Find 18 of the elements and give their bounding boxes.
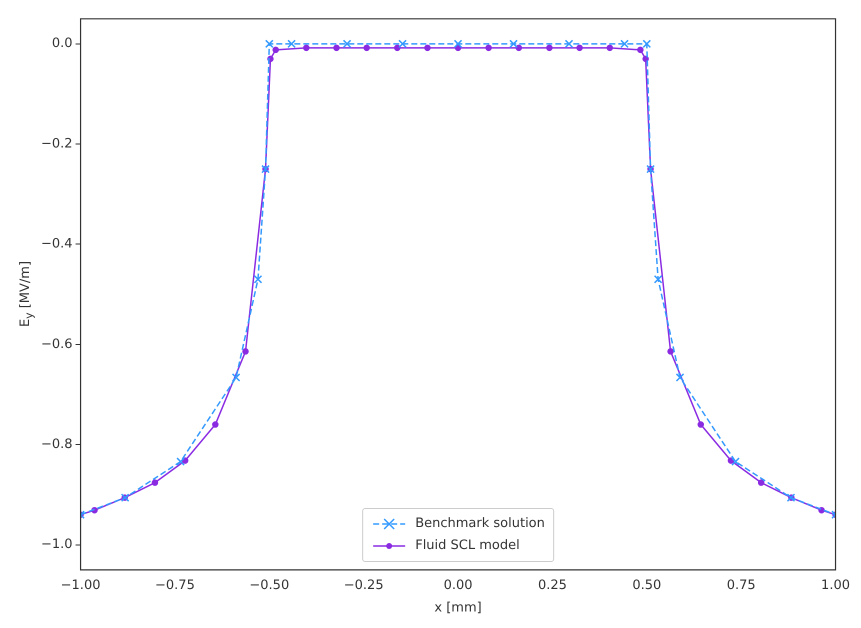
x-tick-label: 0.75	[726, 578, 756, 593]
legend-label: Benchmark solution	[415, 514, 545, 533]
x-tick-label: −0.50	[249, 578, 290, 593]
y-tick-label: −0.6	[40, 336, 73, 352]
x-tick-label: 1.00	[821, 578, 850, 593]
y-tick-label: −0.8	[40, 436, 73, 452]
x-tick-label: −0.75	[155, 578, 195, 593]
y-tick-label: −0.2	[40, 136, 73, 152]
x-tick-label: 0.50	[632, 578, 662, 593]
y-tick-label: 0.0	[52, 36, 73, 52]
x-axis-title: x [mm]	[434, 600, 482, 616]
y-tick-label: −0.4	[40, 236, 73, 252]
legend-label: Fluid SCL model	[415, 536, 520, 555]
x-tick-label: −0.25	[344, 578, 384, 593]
x-tick-label: −1.00	[60, 578, 100, 593]
x-tick-label: 0.25	[538, 578, 567, 593]
x-tick-label: 0.00	[444, 578, 473, 593]
y-tick-label: −1.0	[40, 537, 73, 552]
